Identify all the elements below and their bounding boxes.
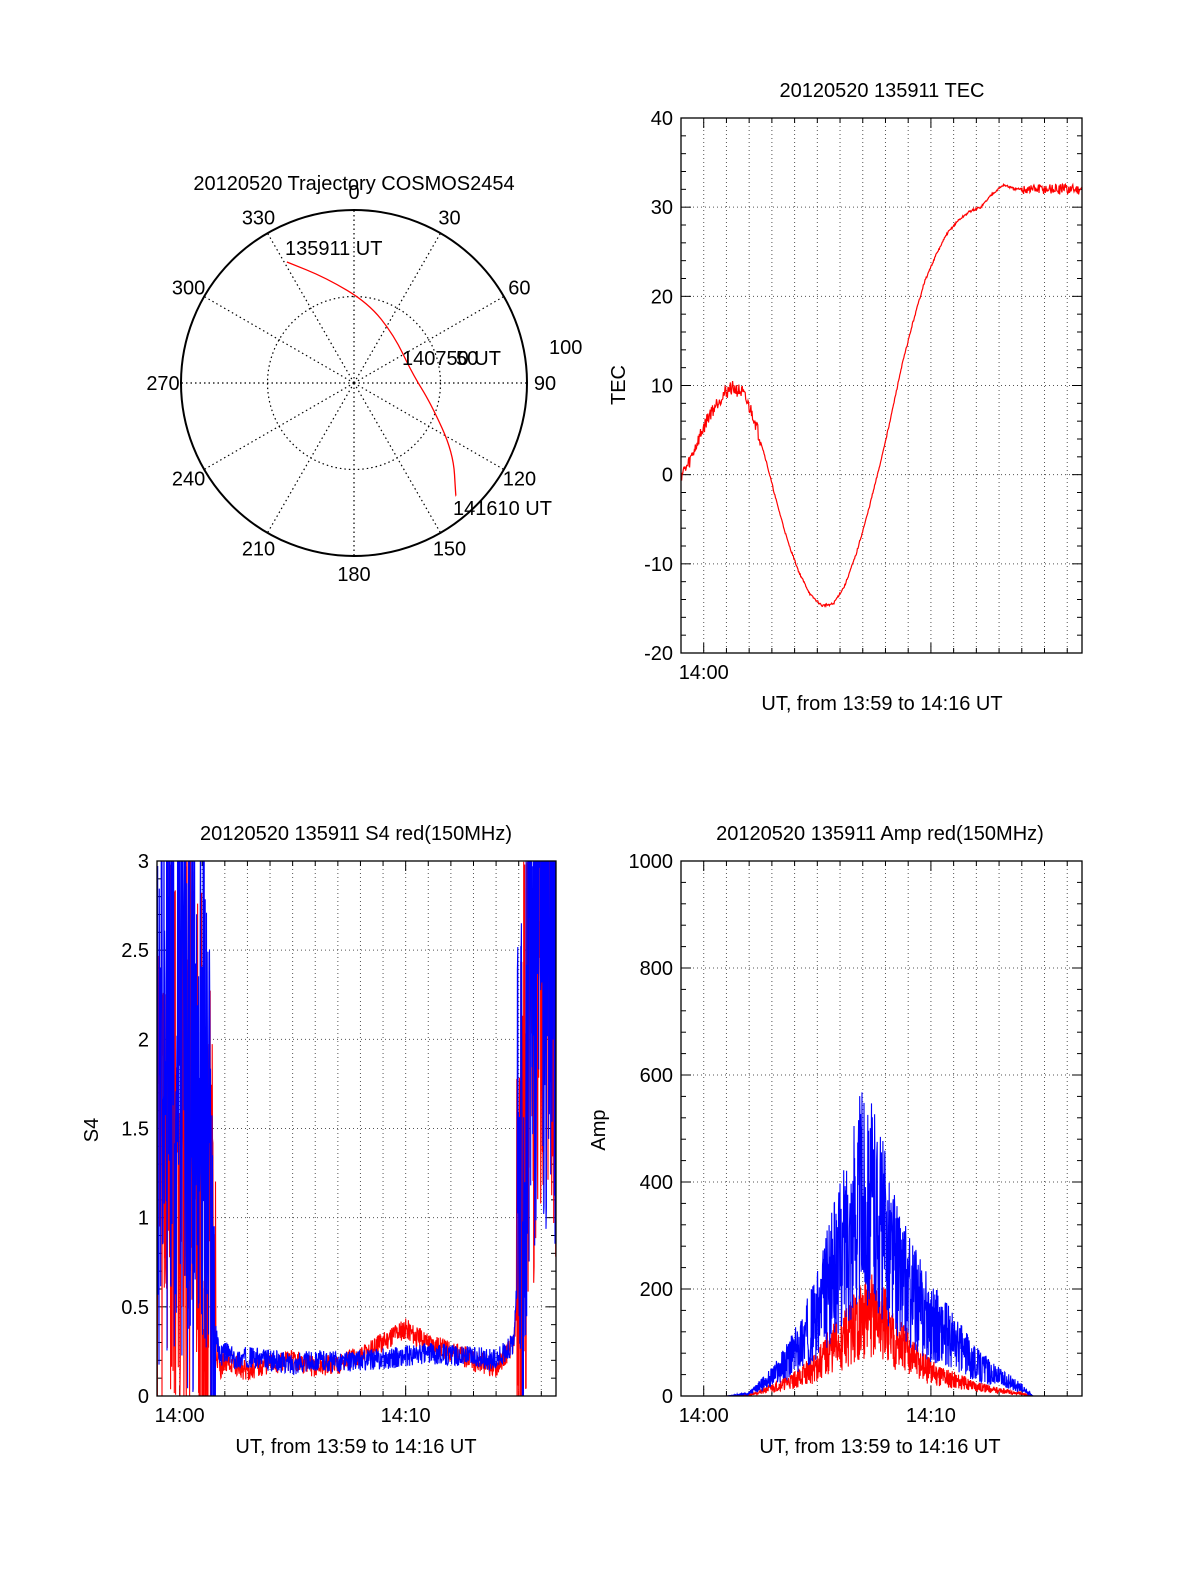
polar-angle-label: 300 bbox=[172, 278, 205, 300]
y-tick-label: 0 bbox=[662, 1386, 673, 1408]
s4-ylabel: S4 bbox=[81, 1118, 103, 1142]
y-tick-label: 1.5 bbox=[121, 1119, 149, 1141]
annotation-end-time: 141610 UT bbox=[453, 498, 552, 520]
radius-label: 100 bbox=[549, 337, 582, 359]
y-tick-label: 3 bbox=[138, 851, 149, 873]
y-tick-label: 600 bbox=[640, 1065, 673, 1087]
polar-trajectory-line bbox=[286, 261, 457, 497]
polar-spoke bbox=[353, 382, 505, 471]
amp-xlabel: UT, from 13:59 to 14:16 UT bbox=[759, 1436, 1000, 1458]
s4-panel: 20120520 135911 S4 red(150MHz) UT, from … bbox=[81, 823, 557, 1458]
polar-angle-label: 270 bbox=[146, 373, 179, 395]
y-tick-label: 200 bbox=[640, 1279, 673, 1301]
polar-spoke bbox=[353, 382, 442, 534]
polar-angle-label: 150 bbox=[433, 538, 466, 560]
tec-title: 20120520 135911 TEC bbox=[780, 80, 985, 102]
s4-xlabel: UT, from 13:59 to 14:16 UT bbox=[235, 1436, 476, 1458]
annotation-start-time: 135911 UT bbox=[285, 238, 382, 260]
y-tick-label: 2 bbox=[138, 1029, 149, 1051]
polar-spoke bbox=[266, 232, 355, 384]
polar-angle-label: 90 bbox=[534, 373, 556, 395]
y-tick-label: -20 bbox=[644, 643, 673, 665]
y-tick-label: 0 bbox=[662, 465, 673, 487]
series-line bbox=[157, 861, 556, 1396]
polar-trajectory-panel: 20120520 Trajectory COSMOS2454 0 30 60 90 12… bbox=[146, 173, 582, 586]
y-tick-label: 40 bbox=[651, 108, 673, 130]
y-tick-label: 20 bbox=[651, 286, 673, 308]
polar-title: 20120520 Trajectory COSMOS2454 bbox=[193, 173, 514, 195]
x-tick-label: 14:10 bbox=[906, 1405, 956, 1427]
y-tick-label: 0 bbox=[138, 1386, 149, 1408]
amp-panel: 20120520 135911 Amp red(150MHz) UT, from… bbox=[588, 823, 1083, 1458]
y-tick-label: 800 bbox=[640, 958, 673, 980]
y-tick-label: 30 bbox=[651, 197, 673, 219]
x-tick-label: 14:00 bbox=[679, 662, 729, 684]
polar-spoke bbox=[203, 382, 355, 471]
y-tick-label: 10 bbox=[651, 376, 673, 398]
polar-angle-label: 120 bbox=[503, 469, 536, 491]
y-tick-label: 2.5 bbox=[121, 940, 149, 962]
y-tick-label: 1000 bbox=[629, 851, 674, 873]
polar-spoke bbox=[353, 295, 505, 384]
series-group bbox=[681, 1092, 1082, 1396]
amp-ylabel: Amp bbox=[588, 1109, 610, 1150]
polar-angle-label: 210 bbox=[242, 538, 275, 560]
polar-outer-circle bbox=[180, 209, 528, 557]
x-tick-label: 14:00 bbox=[155, 1405, 205, 1427]
plot-frame bbox=[680, 117, 1083, 654]
series-group bbox=[157, 861, 556, 1396]
polar-spoke bbox=[203, 295, 355, 384]
s4-title: 20120520 135911 S4 red(150MHz) bbox=[200, 823, 512, 845]
tec-panel: 20120520 135911 TEC UT, from 13:59 to 14… bbox=[608, 80, 1083, 715]
polar-spoke bbox=[266, 382, 355, 534]
series-line bbox=[681, 1092, 1082, 1396]
x-tick-label: 14:00 bbox=[679, 1405, 729, 1427]
annotation-mid-time: 140750 UT bbox=[402, 348, 501, 370]
series-group bbox=[681, 182, 1082, 609]
tec-xlabel: UT, from 13:59 to 14:16 UT bbox=[761, 693, 1002, 715]
amp-title: 20120520 135911 Amp red(150MHz) bbox=[716, 823, 1044, 845]
x-tick-label: 14:10 bbox=[381, 1405, 431, 1427]
y-tick-label: 0.5 bbox=[121, 1297, 149, 1319]
polar-spoke bbox=[353, 232, 442, 384]
annotation-ring-50: 50 bbox=[456, 348, 478, 370]
plot-frame bbox=[680, 860, 1083, 1397]
y-tick-label: -10 bbox=[644, 554, 673, 576]
plot-frame bbox=[156, 860, 557, 1397]
polar-angle-label: 240 bbox=[172, 469, 205, 491]
series-line bbox=[681, 182, 1082, 609]
polar-angle-label: 330 bbox=[242, 208, 275, 230]
polar-angle-label: 60 bbox=[508, 278, 530, 300]
polar-angle-label: 30 bbox=[438, 208, 460, 230]
polar-angle-label: 0 bbox=[348, 182, 359, 204]
y-tick-label: 400 bbox=[640, 1172, 673, 1194]
tec-ylabel: TEC bbox=[608, 365, 630, 405]
polar-angle-label: 180 bbox=[337, 564, 370, 586]
y-tick-label: 1 bbox=[138, 1208, 149, 1230]
